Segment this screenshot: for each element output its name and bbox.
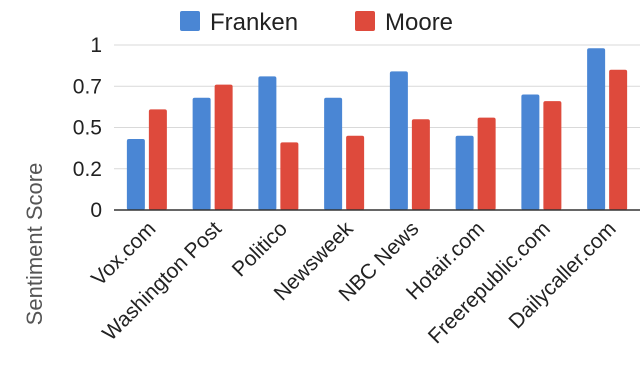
bar-moore-7 (609, 69, 628, 210)
y-tick-label: 0 (90, 199, 102, 222)
y-tick-label: 1 (90, 34, 102, 57)
bar-franken-2 (258, 76, 277, 210)
x-tick-label: Freerepublic.com (424, 217, 555, 348)
bar-franken-7 (587, 48, 606, 210)
y-tick-label: 0.5 (73, 117, 102, 140)
y-axis-title: Sentiment Score (22, 163, 47, 326)
bar-franken-1 (192, 97, 211, 210)
x-tick-label: Politico (228, 217, 292, 281)
x-tick-label: Washington Post (98, 217, 226, 345)
bar-moore-2 (280, 142, 299, 210)
y-tick-label: 0.2 (73, 158, 102, 181)
bar-franken-4 (389, 71, 408, 211)
legend-label-franken: Franken (210, 9, 298, 36)
bar-franken-0 (126, 139, 145, 210)
bar-franken-6 (521, 94, 540, 210)
y-tick-label: 0.7 (73, 75, 102, 98)
bar-franken-5 (455, 135, 474, 210)
bar-moore-1 (214, 84, 233, 210)
bars (126, 48, 628, 211)
bar-moore-4 (411, 119, 430, 210)
bar-franken-3 (324, 97, 343, 210)
legend-swatch-moore (355, 11, 375, 31)
bar-moore-0 (148, 109, 167, 210)
bar-moore-3 (346, 135, 365, 210)
bar-moore-5 (477, 117, 496, 210)
legend-label-moore: Moore (385, 9, 453, 36)
legend-swatch-franken (180, 11, 200, 31)
legend: Franken Moore (180, 9, 453, 36)
bar-moore-6 (543, 101, 562, 210)
